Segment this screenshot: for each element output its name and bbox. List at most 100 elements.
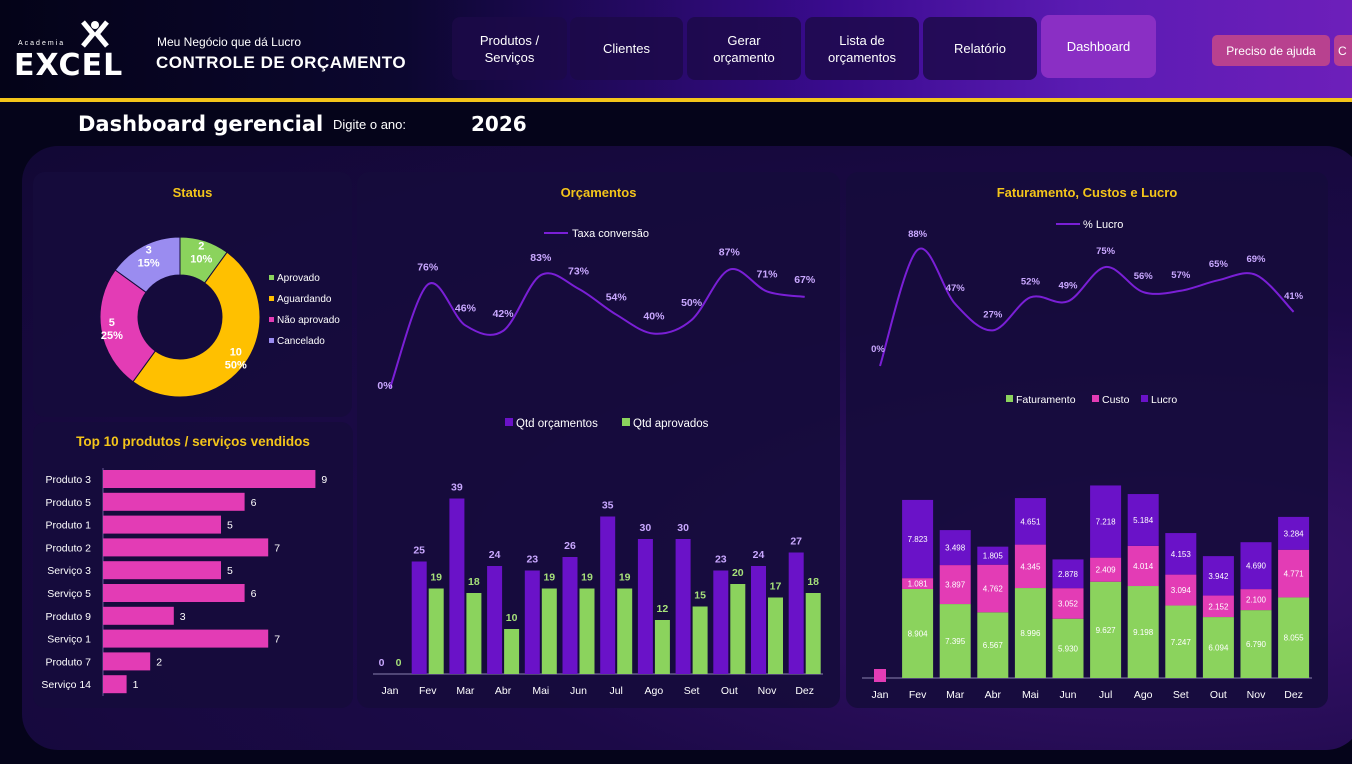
empty-month-marker [874,669,886,682]
nav-relatorio-button[interactable]: Relatório [923,17,1037,80]
qtd-orcamentos-label: 24 [753,549,765,561]
custo-value-label: 3.052 [1058,599,1079,608]
faturamento-bar-segment [1278,597,1310,678]
donut-percent-label: 10% [190,253,212,265]
bar-legend-label: Faturamento [1016,394,1076,406]
legend-label: Aguardando [277,294,332,305]
qtd-aprovados-label: 19 [619,572,631,584]
custo-value-label: 2.100 [1246,596,1267,605]
top10-bar [103,561,221,580]
qtd-orcamentos-label: 23 [715,554,727,566]
lucro-value-label: 7.218 [1096,518,1117,527]
qtd-aprovados-label: 12 [657,603,669,615]
custo-bar-segment [1127,545,1159,587]
faturamento-bar-segment [902,588,934,678]
faturamento-value-label: 8.055 [1284,634,1305,643]
month-tick-label: Dez [795,685,814,697]
conversion-label: 71% [756,268,778,280]
faturamento-value-label: 7.247 [1171,638,1192,647]
top10-value-label: 5 [227,520,233,532]
top10-bar [103,470,316,488]
qtd-aprovados-label: 15 [694,590,706,602]
lucro-bar-segment [1127,494,1159,546]
month-tick-label: Mar [946,689,965,701]
academia-excel-logo: Academia EXCEL [14,20,122,84]
faturamento-value-label: 8.996 [1020,629,1041,638]
month-tick-label: Set [684,685,700,697]
top10-category-label: Serviço 5 [47,588,91,600]
qtd-aprovados-bar [617,588,633,674]
faturamento-title: Faturamento, Custos e Lucro [996,185,1178,200]
month-tick-label: Jan [872,689,889,701]
conversion-label: 83% [530,252,552,264]
month-tick-label: Out [1210,689,1227,701]
profit-percent-label: 52% [1021,276,1041,287]
faturamento-value-label: 9.198 [1133,628,1154,637]
month-tick-label: Ago [645,685,664,697]
nav-produtos-servicos-button[interactable]: Produtos / Serviços [452,17,567,80]
custo-bar-segment [1090,557,1122,582]
conversion-label: 54% [606,292,628,304]
orcamentos-card: Orçamentos Taxa conversão 0% 76% 46% 42% 83% 7… [357,172,840,708]
donut-percent-label: 25% [101,330,123,342]
month-tick-label: Jan [382,685,399,697]
help-button[interactable]: Preciso de ajuda [1212,35,1330,66]
month-tick-label: Abr [985,689,1002,701]
custo-value-label: 1.081 [908,580,929,589]
profit-percent-label: 56% [1134,271,1154,282]
custo-bar-segment [939,565,971,605]
lucro-value-label: 4.153 [1171,550,1192,559]
legend-label: Cancelado [277,336,325,347]
faturamento-bar-segment [939,604,971,678]
bar-legend-swatch [1092,395,1099,402]
lucro-bar-segment [1240,542,1272,590]
faturamento-value-label: 7.395 [945,637,966,646]
qtd-aprovados-label: 19 [430,572,442,584]
qtd-orcamentos-bar [600,516,616,674]
faturamento-bar-segment [977,612,1009,678]
lucro-value-label: 4.651 [1020,517,1041,526]
line-legend-label: % Lucro [1083,219,1123,231]
custo-value-label: 3.094 [1171,586,1192,595]
nav-dashboard-button[interactable]: Dashboard [1041,15,1156,78]
nav-gerar-orcamento-button[interactable]: Gerar orçamento [687,17,801,80]
profit-percent-label: 57% [1171,270,1191,281]
year-label: Digite o ano: [333,117,406,132]
lucro-bar-segment [977,546,1009,565]
conversion-label: 67% [794,274,816,286]
top10-category-label: Produto 9 [45,611,91,623]
conversion-label: 42% [493,308,515,320]
custo-bar-segment [1052,588,1084,619]
qtd-orcamentos-bar [637,539,653,674]
profit-percent-line [879,247,1295,367]
bar-legend-swatch [1141,395,1148,402]
month-tick-label: Fev [419,685,437,697]
lucro-bar-segment [1052,559,1084,589]
month-tick-label: Fev [909,689,927,701]
month-tick-label: Dez [1284,689,1303,701]
lucro-value-label: 5.184 [1133,516,1154,525]
year-input[interactable] [455,110,535,138]
lucro-value-label: 7.823 [908,535,929,544]
conversion-label: 87% [719,247,741,259]
profit-percent-label: 75% [1096,246,1116,257]
qtd-orcamentos-bar [788,552,804,674]
month-tick-label: Jul [1099,689,1112,701]
donut-percent-label: 50% [225,360,247,372]
bar-legend-swatch [1006,395,1013,402]
qtd-orcamentos-bar [562,557,578,674]
faturamento-bar-segment [1014,588,1046,678]
conversion-label: 73% [568,266,590,278]
second-help-button[interactable]: C [1334,35,1352,66]
month-tick-label: Set [1173,689,1189,701]
lucro-value-label: 3.942 [1208,572,1229,581]
top10-value-label: 7 [274,542,280,554]
nav-lista-orcamentos-button[interactable]: Lista de orçamentos [805,17,919,80]
logo-small-text: Academia [18,40,66,47]
faturamento-bar-segment [1052,618,1084,678]
top10-bar [103,492,245,511]
qtd-orcamentos-label: 23 [526,554,538,566]
qtd-aprovados-bar [541,588,557,674]
donut-value-label: 5 [109,317,115,329]
nav-clientes-button[interactable]: Clientes [570,17,683,80]
